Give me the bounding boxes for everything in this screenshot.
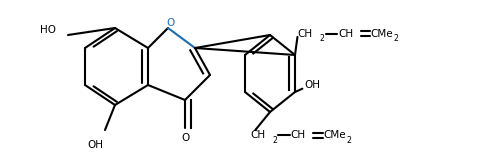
Text: OH: OH bbox=[305, 80, 321, 90]
Text: CH: CH bbox=[297, 29, 313, 39]
Text: CH: CH bbox=[250, 130, 265, 140]
Text: 2: 2 bbox=[319, 34, 325, 43]
Text: 2: 2 bbox=[347, 136, 352, 145]
Text: 2: 2 bbox=[273, 136, 278, 145]
Text: CH: CH bbox=[291, 130, 306, 140]
Text: HO: HO bbox=[40, 25, 56, 35]
Text: CMe: CMe bbox=[370, 29, 393, 39]
Text: CH: CH bbox=[338, 29, 353, 39]
Text: 2: 2 bbox=[393, 34, 399, 43]
Text: O: O bbox=[181, 133, 189, 143]
Text: OH: OH bbox=[87, 140, 103, 150]
Text: CMe: CMe bbox=[323, 130, 346, 140]
Text: O: O bbox=[166, 18, 175, 28]
